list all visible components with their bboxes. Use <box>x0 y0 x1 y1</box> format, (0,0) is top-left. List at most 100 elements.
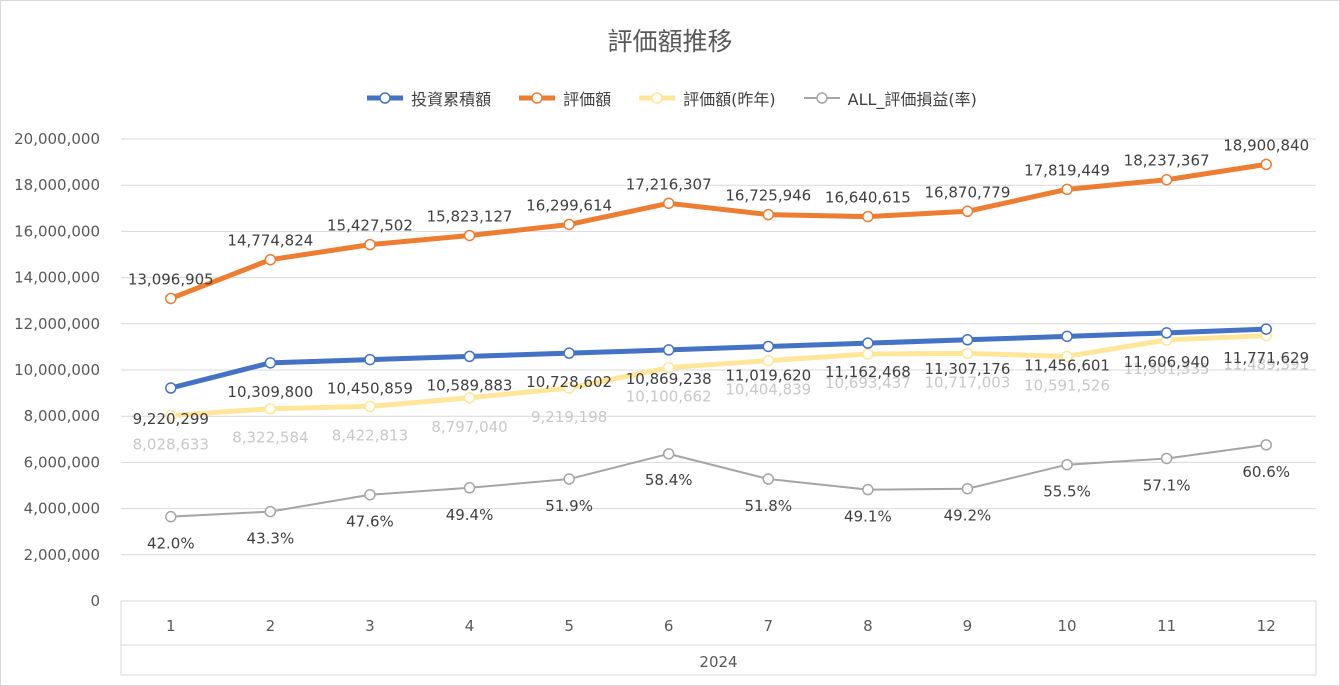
x-tick-label: 1 <box>166 617 176 635</box>
data-label: 15,823,127 <box>427 207 513 225</box>
x-tick-label: 10 <box>1057 617 1076 635</box>
y-tick-label: 14,000,000 <box>14 269 100 287</box>
data-label: 10,591,526 <box>1024 376 1110 394</box>
data-point-3 <box>1160 452 1173 465</box>
data-point-0 <box>662 344 675 356</box>
legend-marker <box>379 92 391 104</box>
data-label: 11,489,391 <box>1223 356 1309 374</box>
data-point-3 <box>165 510 177 523</box>
legend-label: 評価額 <box>563 90 612 109</box>
data-label: 49.1% <box>844 508 892 526</box>
data-point-2 <box>463 392 476 404</box>
data-label: 43.3% <box>247 530 295 548</box>
data-point-0 <box>264 357 277 369</box>
x-tick-label: 2 <box>266 617 276 635</box>
data-point-2 <box>662 361 675 374</box>
data-label: 8,422,813 <box>332 426 408 444</box>
data-label: 18,900,840 <box>1223 136 1309 154</box>
data-point-1 <box>662 197 675 210</box>
chart-title: 評価額推移 <box>607 27 733 56</box>
data-label: 60.6% <box>1242 463 1290 481</box>
data-point-0 <box>1160 327 1173 339</box>
data-label: 13,096,905 <box>128 270 214 288</box>
data-label: 14,774,824 <box>227 232 313 250</box>
data-label: 51.8% <box>744 497 792 515</box>
data-label: 17,216,307 <box>626 175 712 193</box>
data-point-0 <box>762 340 775 353</box>
x-tick-label: 5 <box>564 617 574 635</box>
data-point-1 <box>961 205 974 218</box>
data-point-2 <box>1061 350 1073 363</box>
data-point-1 <box>1061 183 1073 196</box>
legend-item: 投資累積額 <box>363 86 491 110</box>
data-point-3 <box>662 448 675 460</box>
legend-marker <box>531 92 543 104</box>
data-label: 10,693,437 <box>825 374 911 392</box>
x-group-label: 2024 <box>699 653 737 671</box>
y-tick-label: 20,000,000 <box>14 130 100 148</box>
data-label: 8,028,633 <box>133 436 209 454</box>
data-point-3 <box>264 505 277 518</box>
data-label: 17,819,449 <box>1024 161 1110 179</box>
data-label: 10,728,602 <box>526 373 612 391</box>
chart-legend: 投資累積額 評価額 評価額(昨年) ALL_評価損益(率) <box>0 86 1340 110</box>
legend-swatch <box>367 92 404 104</box>
data-label: 49.4% <box>446 506 494 524</box>
data-label: 10,869,238 <box>626 370 712 388</box>
data-point-1 <box>1160 173 1173 186</box>
data-label: 57.1% <box>1143 476 1191 494</box>
data-point-2 <box>264 402 277 415</box>
y-tick-label: 6,000,000 <box>24 453 100 471</box>
data-point-1 <box>862 210 874 223</box>
data-label: 8,797,040 <box>431 418 507 436</box>
legend-label: 投資累積額 <box>411 90 492 109</box>
data-label: 9,219,198 <box>531 408 607 426</box>
data-label: 11,606,940 <box>1124 353 1210 371</box>
data-point-3 <box>563 473 575 485</box>
x-tick-label: 8 <box>863 617 873 635</box>
data-point-2 <box>165 409 177 422</box>
data-point-3 <box>762 473 775 485</box>
data-label: 10,717,003 <box>925 373 1011 391</box>
data-point-0 <box>1260 323 1272 335</box>
data-point-3 <box>862 483 874 496</box>
data-label: 16,299,614 <box>526 196 612 214</box>
y-tick-label: 2,000,000 <box>24 546 100 564</box>
data-point-3 <box>463 482 476 494</box>
x-tick-label: 6 <box>664 617 674 635</box>
legend-item: 評価額(昨年) <box>635 86 776 110</box>
legend-swatch <box>519 92 556 104</box>
y-tick-label: 10,000,000 <box>14 361 100 379</box>
data-label: 11,771,629 <box>1223 349 1309 367</box>
data-label: 10,450,859 <box>327 380 413 398</box>
x-tick-label: 4 <box>465 617 475 635</box>
data-label: 10,309,800 <box>227 383 313 401</box>
data-point-2 <box>364 400 376 413</box>
data-point-3 <box>1260 439 1272 451</box>
data-point-0 <box>1061 330 1073 343</box>
legend-label: ALL_評価損益(率) <box>847 90 977 109</box>
data-point-3 <box>364 488 376 501</box>
data-point-0 <box>364 353 376 366</box>
y-tick-label: 8,000,000 <box>24 407 100 425</box>
data-label: 58.4% <box>645 471 693 489</box>
data-label: 15,427,502 <box>327 217 413 235</box>
legend-item: 評価額 <box>515 86 611 110</box>
data-point-1 <box>762 208 775 221</box>
data-label: 49.2% <box>944 507 992 525</box>
data-point-1 <box>364 238 376 251</box>
data-label: 11,019,620 <box>725 366 811 384</box>
x-tick-label: 3 <box>365 617 375 635</box>
data-point-2 <box>961 347 974 360</box>
legend-marker <box>815 92 828 104</box>
series-line-2 <box>168 333 1269 419</box>
series-line-0 <box>168 326 1269 391</box>
data-label: 51.9% <box>545 497 593 515</box>
x-tick-label: 9 <box>963 617 973 635</box>
data-label: 9,220,299 <box>133 410 209 428</box>
data-label: 10,100,662 <box>626 388 712 406</box>
x-tick-label: 7 <box>764 617 774 635</box>
data-label: 11,162,468 <box>825 363 911 381</box>
